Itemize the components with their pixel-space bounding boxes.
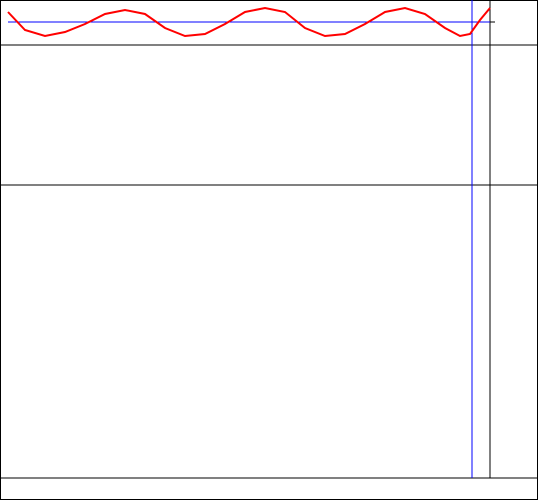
chart-container <box>0 0 538 500</box>
chart-svg <box>0 0 538 500</box>
